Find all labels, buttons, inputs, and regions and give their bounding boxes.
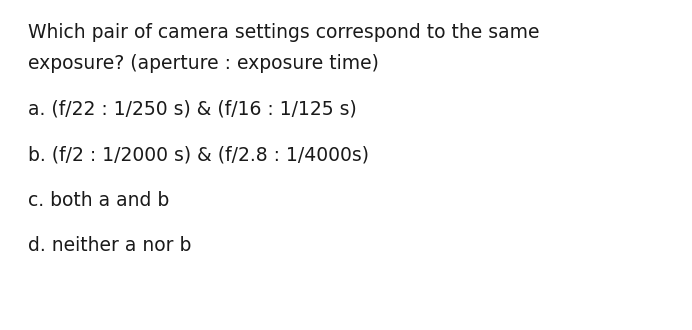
Text: Which pair of camera settings correspond to the same: Which pair of camera settings correspond… bbox=[28, 23, 539, 42]
Text: a. (f/22 : 1/250 s) & (f/16 : 1/125 s): a. (f/22 : 1/250 s) & (f/16 : 1/125 s) bbox=[28, 100, 356, 119]
Text: d. neither a nor b: d. neither a nor b bbox=[28, 236, 191, 255]
Text: exposure? (aperture : exposure time): exposure? (aperture : exposure time) bbox=[28, 54, 379, 74]
Text: c. both a and b: c. both a and b bbox=[28, 191, 169, 210]
Text: b. (f/2 : 1/2000 s) & (f/2.8 : 1/4000s): b. (f/2 : 1/2000 s) & (f/2.8 : 1/4000s) bbox=[28, 145, 369, 164]
